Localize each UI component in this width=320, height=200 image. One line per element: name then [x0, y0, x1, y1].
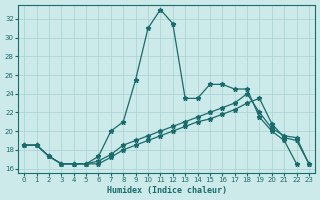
X-axis label: Humidex (Indice chaleur): Humidex (Indice chaleur) — [107, 186, 227, 195]
